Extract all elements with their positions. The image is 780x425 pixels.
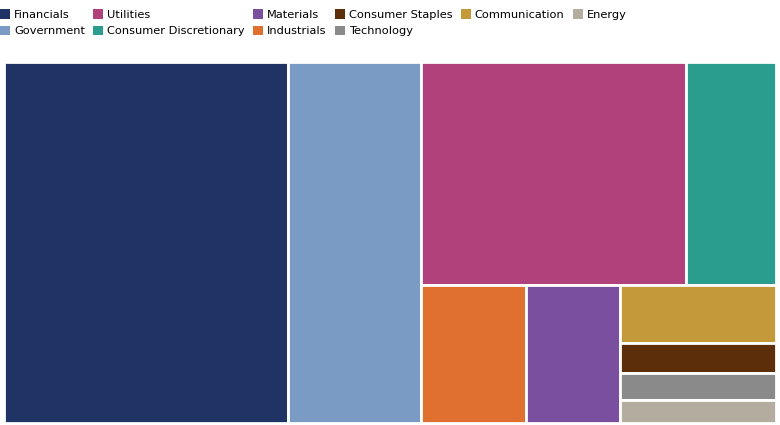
Bar <box>620 285 776 343</box>
Bar <box>421 285 526 423</box>
Bar <box>526 285 620 423</box>
Bar <box>620 343 776 372</box>
Bar <box>686 62 776 285</box>
Bar <box>620 372 776 400</box>
Bar <box>620 400 776 423</box>
Bar <box>288 62 421 423</box>
Legend: Financials, Government, Utilities, Consumer Discretionary, Materials, Industrial: Financials, Government, Utilities, Consu… <box>0 9 626 36</box>
Bar <box>421 62 686 285</box>
Bar <box>4 62 288 423</box>
